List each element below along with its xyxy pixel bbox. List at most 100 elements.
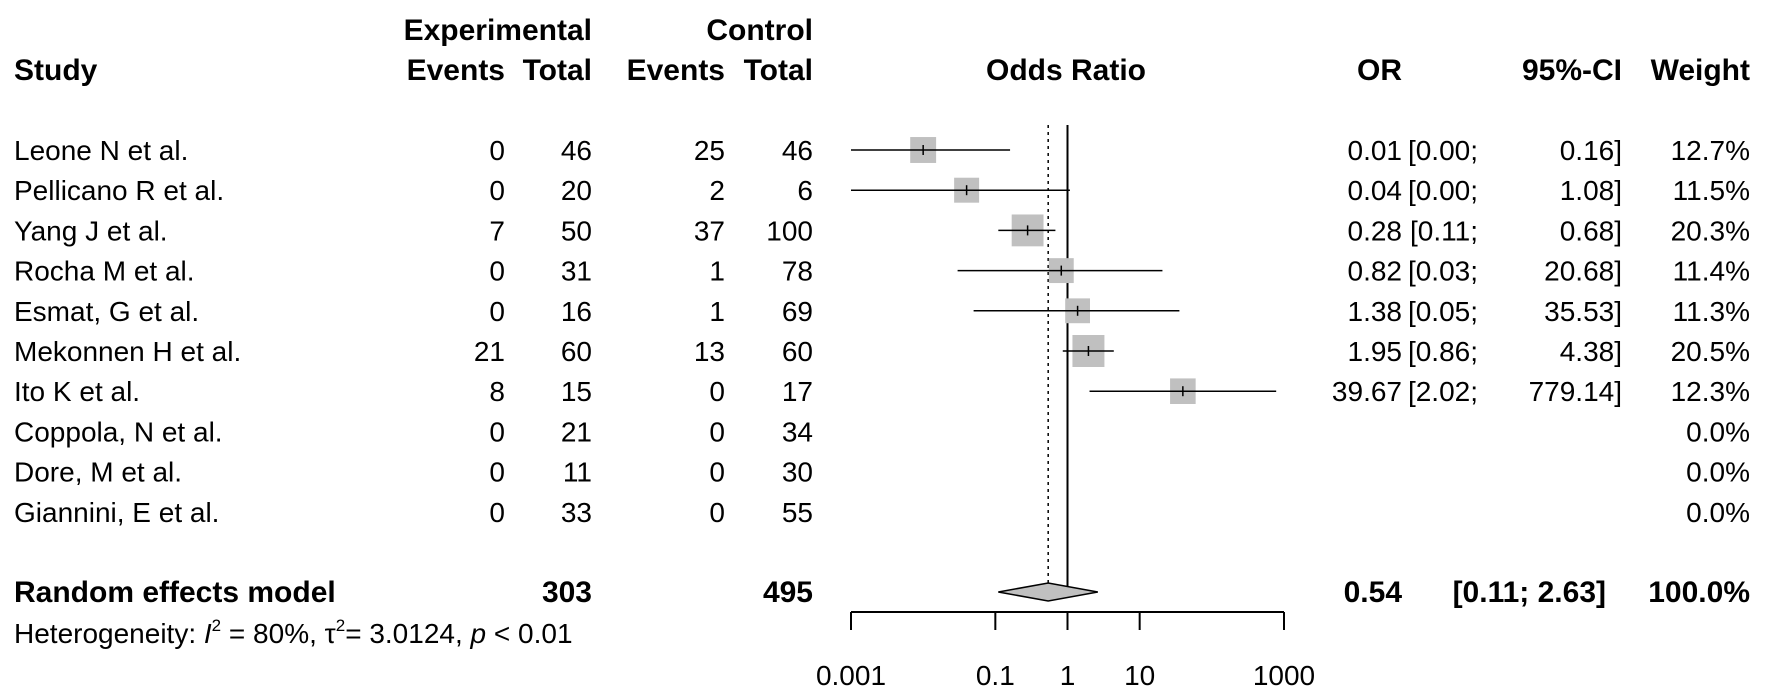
ctrl-events: 13 [694,336,725,367]
weight-value: 0.0% [1686,416,1750,447]
exp-events: 0 [489,457,505,488]
weight-value: 12.3% [1671,376,1750,407]
weight-value: 0.0% [1686,457,1750,488]
ci-lower: [2.02; [1408,376,1478,407]
header-control: Control [706,14,813,47]
ctrl-total: 17 [782,376,813,407]
exp-total: 33 [561,497,592,528]
pooled-or: 0.54 [1344,576,1403,609]
exp-total: 21 [561,416,592,447]
exp-events: 0 [489,416,505,447]
weight-value: 12.7% [1671,135,1750,166]
ctrl-events: 2 [709,175,725,206]
plot-area: 0.001 0.1 1 10 1000 [816,125,1315,691]
ctrl-total: 46 [782,135,813,166]
weight-value: 11.5% [1673,175,1750,206]
exp-total: 31 [561,256,592,287]
x-tick-label: 10 [1124,660,1155,691]
weight-value: 20.5% [1671,336,1750,367]
study-name: Mekonnen H et al. [14,336,241,367]
exp-total: 60 [561,336,592,367]
study-name: Dore, M et al. [14,457,182,488]
or-value: 1.95 [1348,336,1403,367]
exp-events: 7 [489,215,505,246]
ci-lower: [0.86; [1408,336,1478,367]
ci-upper: 20.68] [1544,256,1622,287]
weight-value: 11.4% [1673,256,1750,287]
weight-value: 11.3% [1673,296,1750,327]
exp-total: 11 [563,457,592,488]
exp-total: 15 [561,376,592,407]
x-tick-label: 1 [1060,660,1076,691]
or-value: 0.01 [1348,135,1403,166]
ci-upper: 779.14] [1529,376,1622,407]
ctrl-events: 0 [709,416,725,447]
ctrl-total: 78 [782,256,813,287]
or-value: 0.82 [1348,256,1403,287]
ctrl-events: 37 [694,215,725,246]
ci-lower: [0.11; [1410,215,1478,246]
exp-events: 0 [489,296,505,327]
header-odds-ratio: Odds Ratio [986,54,1146,87]
ci-upper: 0.16] [1560,135,1622,166]
pooled-ctrl-total: 495 [763,576,813,609]
pooled-ci: [0.11; 2.63] [1453,576,1606,609]
header-exp-total: Total [523,54,592,87]
study-name: Esmat, G et al. [14,296,199,327]
ctrl-events: 1 [709,256,725,287]
weight-value: 20.3% [1671,215,1750,246]
ctrl-total: 55 [782,497,813,528]
or-value: 39.67 [1332,376,1402,407]
pooled-diamond [998,582,1098,602]
header-weight: Weight [1651,54,1750,87]
header-study: Study [14,54,98,87]
exp-events: 0 [489,497,505,528]
exp-total: 20 [561,175,592,206]
header-experimental: Experimental [404,14,592,47]
ctrl-events: 1 [709,296,725,327]
ci-upper: 4.38] [1560,336,1622,367]
or-value: 0.04 [1348,175,1403,206]
study-name: Ito K et al. [14,376,140,407]
ctrl-events: 0 [709,457,725,488]
ci-upper: 35.53] [1544,296,1622,327]
ctrl-total: 69 [782,296,813,327]
study-name: Leone N et al. [14,135,188,166]
study-name: Pellicano R et al. [14,175,224,206]
ci-lower: [0.03; [1408,256,1478,287]
exp-total: 46 [561,135,592,166]
exp-events: 0 [489,175,505,206]
pooled-row: Random effects model 303 495 0.54 [0.11;… [14,576,1750,609]
or-value: 0.28 [1348,215,1403,246]
ci-lower: [0.00; [1408,175,1478,206]
header-ctrl-total: Total [744,54,813,87]
ctrl-total: 6 [797,175,813,206]
weight-value: 0.0% [1686,497,1750,528]
header-ci: 95%-CI [1522,54,1622,87]
study-rows: Leone N et al. 0 46 25 46 0.01 [0.00; 0.16] 12.7… [14,135,1750,528]
exp-total: 16 [561,296,592,327]
exp-events: 0 [489,135,505,166]
ctrl-total: 30 [782,457,813,488]
heterogeneity-text: Heterogeneity: I2 = 80%, τ2= 3.0124, p <… [14,616,573,649]
study-name: Yang J et al. [14,215,168,246]
ctrl-events: 25 [694,135,725,166]
pooled-weight: 100.0% [1648,576,1750,609]
exp-events: 8 [489,376,505,407]
ci-upper: 1.08] [1560,175,1622,206]
study-name: Giannini, E et al. [14,497,219,528]
exp-events: 0 [489,256,505,287]
or-value: 1.38 [1348,296,1403,327]
ctrl-total: 60 [782,336,813,367]
exp-events: 21 [474,336,505,367]
pooled-label: Random effects model [14,576,336,609]
ctrl-events: 0 [709,497,725,528]
ci-upper: 0.68] [1560,215,1622,246]
pooled-exp-total: 303 [542,576,592,609]
ctrl-total: 34 [782,416,813,447]
study-name: Rocha M et al. [14,256,195,287]
x-tick-label: 1000 [1253,660,1315,691]
header-or: OR [1357,54,1402,87]
ci-lower: [0.05; [1408,296,1478,327]
